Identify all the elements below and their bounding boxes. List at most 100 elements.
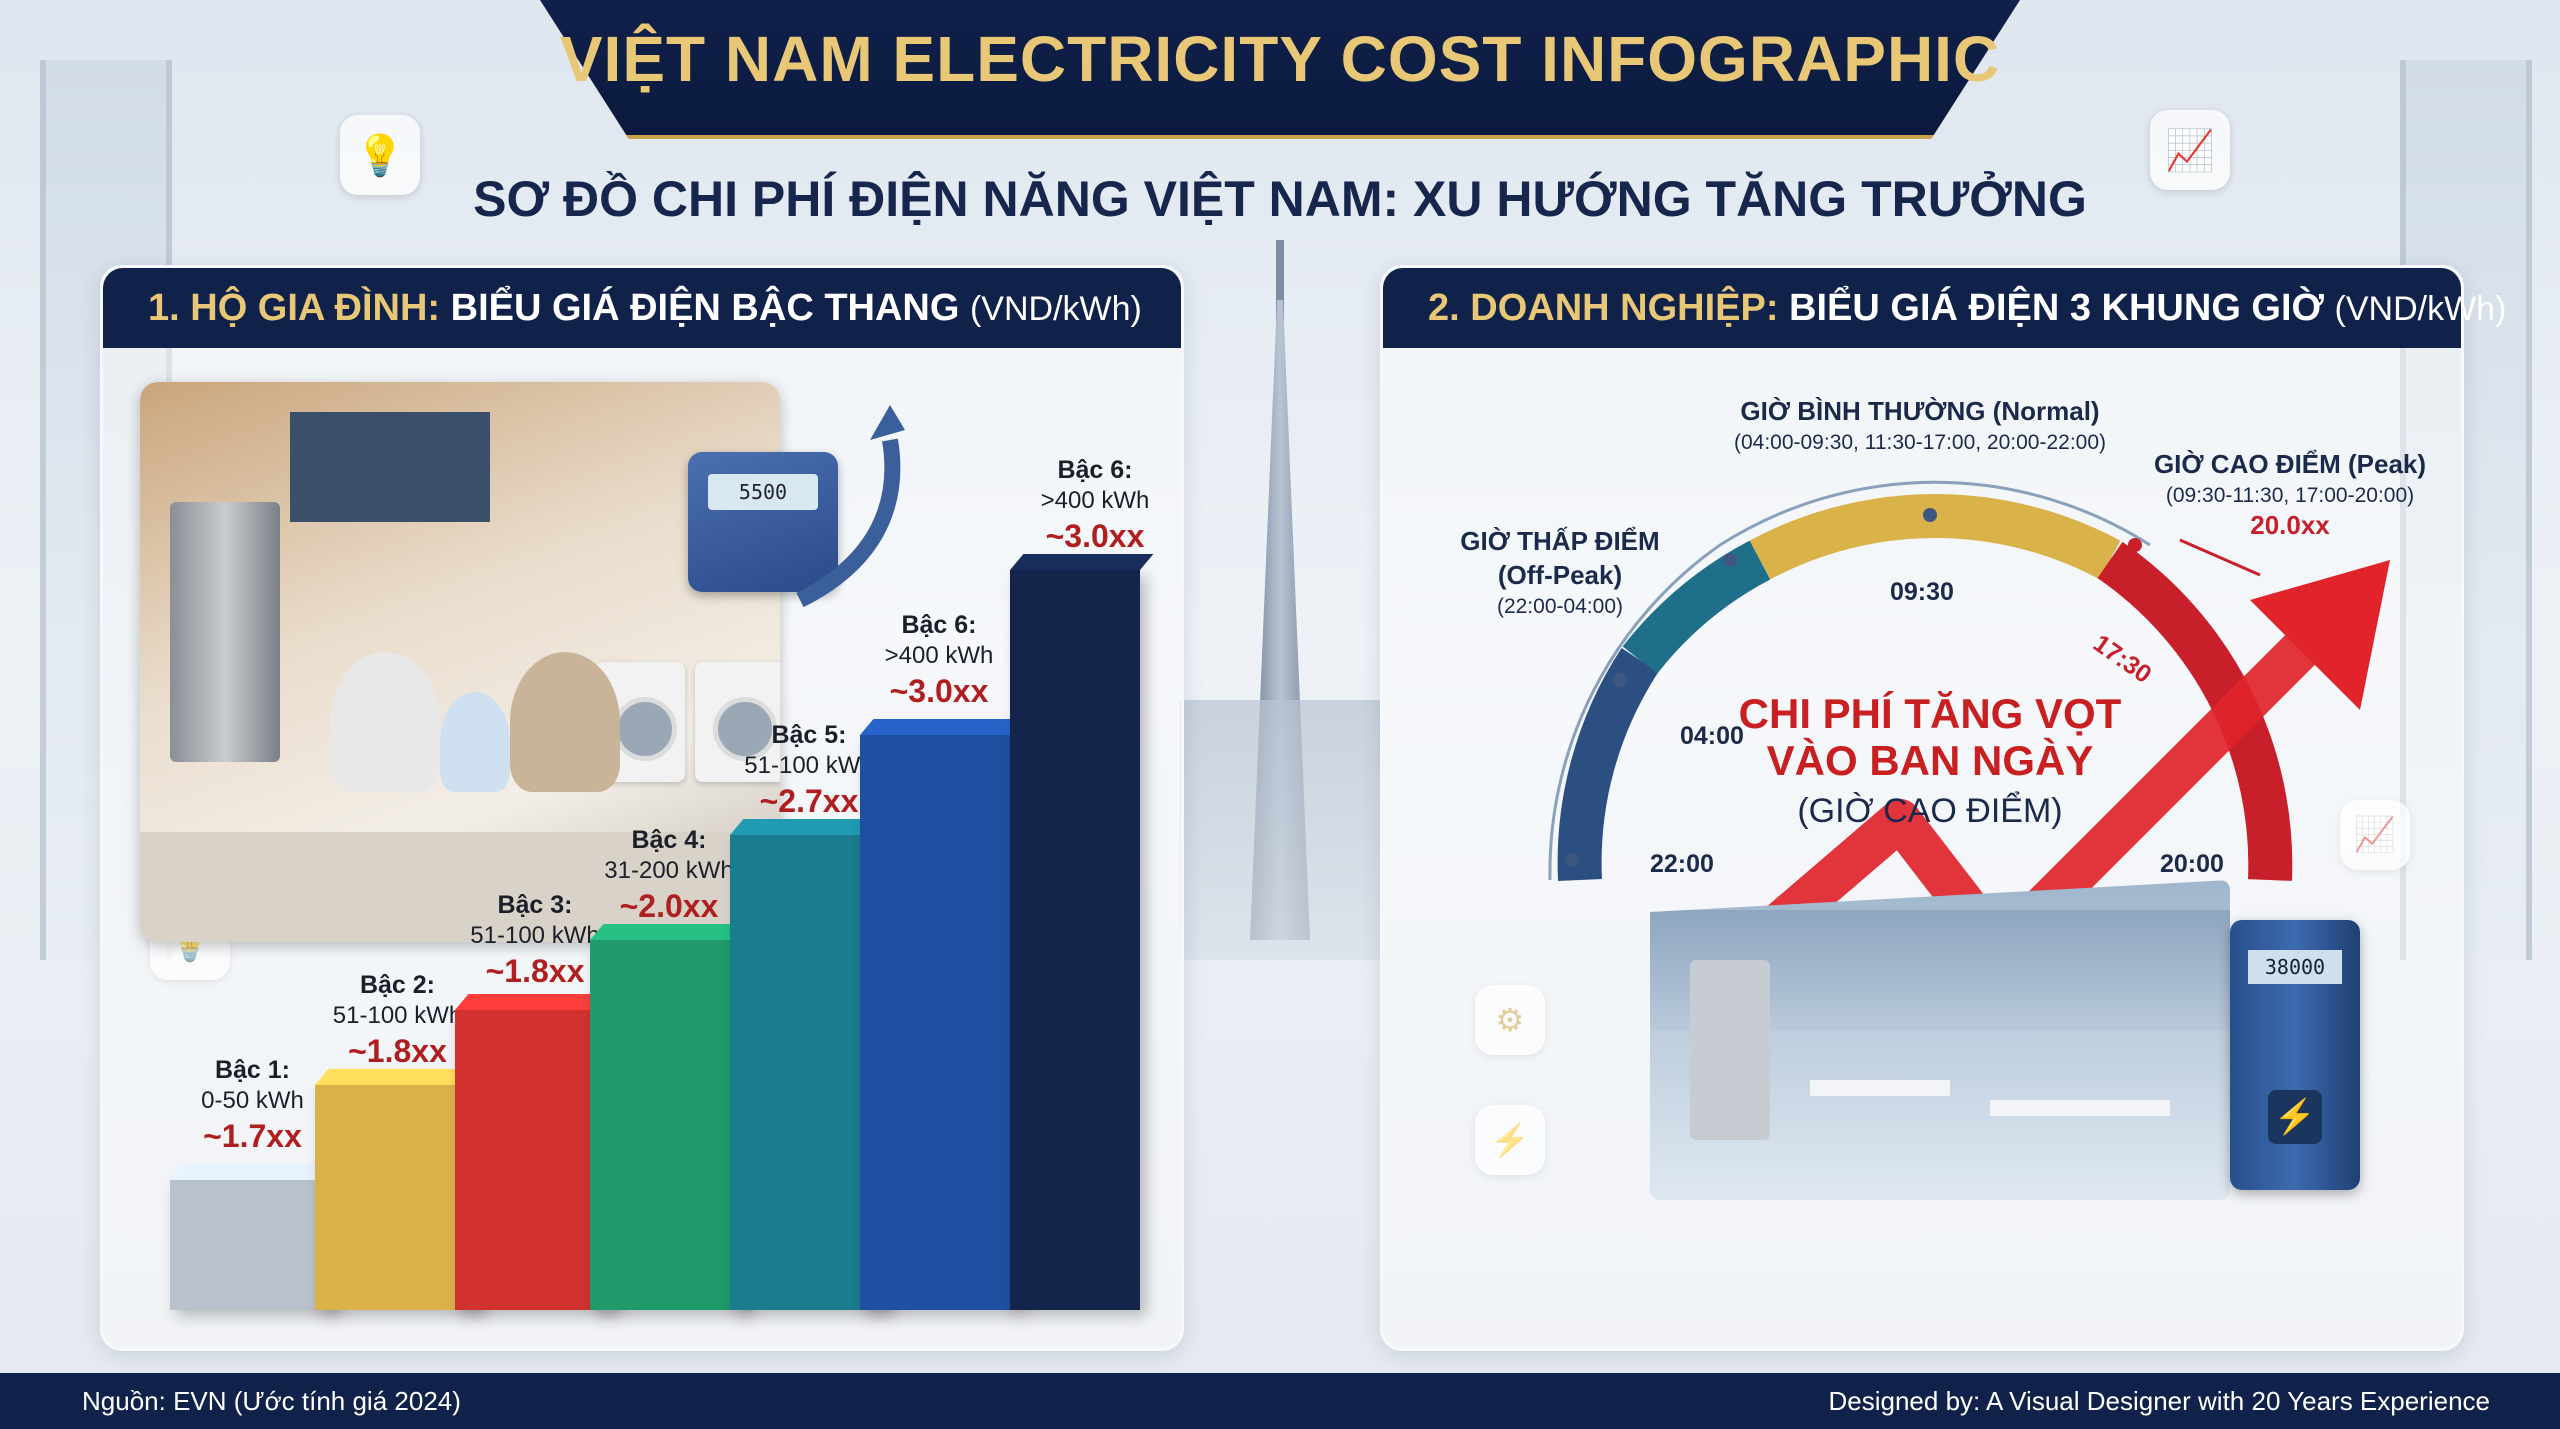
- peak-hours: (09:30-11:30, 17:00-20:00): [2165, 483, 2415, 507]
- household-head-unit: (VND/kWh): [969, 290, 1142, 328]
- tier-label: Bậc 4: 31-200 kWh ~2.0xx: [560, 825, 778, 926]
- kitchen-cabinet: [290, 412, 490, 522]
- tier-label: Bậc 6: >400 kWh ~3.0xx: [830, 610, 1048, 711]
- tier-price: ~3.0xx: [1045, 518, 1145, 555]
- tier-price: ~1.8xx: [485, 953, 585, 990]
- tier-bar: [315, 1069, 494, 1310]
- landmark-spire: [1276, 240, 1284, 320]
- tier-price: ~2.7xx: [759, 783, 859, 820]
- peak-price: 20.0xx: [2250, 510, 2330, 541]
- person-child: [440, 692, 510, 792]
- title-banner: [540, 0, 2020, 139]
- tier-label: Bậc 3: 51-100 kWh ~1.8xx: [425, 890, 645, 991]
- tier-tier: Bậc 6:: [901, 611, 977, 639]
- tier-label: Bậc 5: 51-100 kWh ~2.7xx: [700, 720, 918, 821]
- power-cabinet: 38000 ⚡: [2230, 920, 2360, 1190]
- headline-line2: VÀO BAN NGÀY: [1766, 737, 2094, 785]
- tier-tier: Bậc 6:: [1057, 456, 1133, 484]
- cost-surge-headline: CHI PHÍ TĂNG VỌT VÀO BAN NGÀY: [1730, 690, 2130, 784]
- tier-tier: Bậc 4:: [631, 826, 707, 854]
- gauge-dot: [1723, 553, 1737, 567]
- tier-range: 51-100 kWh: [744, 752, 874, 780]
- tier-bar: [860, 719, 1032, 1310]
- gauge-offpeak-upper: [1622, 540, 1771, 674]
- peak-title: GIỜ CAO ĐIỂM (Peak): [2153, 449, 2427, 479]
- family-photo: [140, 382, 780, 942]
- gear-icon: ⚙: [1475, 985, 1545, 1055]
- office-desk: [1810, 1080, 1950, 1096]
- gauge-outer-ring: [1548, 543, 1721, 881]
- page-title: VIỆT NAM ELECTRICITY COST INFOGRAPHIC: [559, 23, 2001, 95]
- headline-sub: (GIỜ CAO ĐIỂM): [1797, 792, 2063, 830]
- meter-arrow: [796, 438, 901, 608]
- tier-range: 51-100 kWh: [332, 1002, 463, 1030]
- tier-range: 51-100 kWh: [470, 922, 600, 950]
- tier-tier: Bậc 5:: [771, 721, 847, 749]
- tier-bar: [590, 924, 762, 1310]
- tier-bar: [1010, 554, 1154, 1310]
- offpeak-label: GIỜ THẤP ĐIỂM (Off-Peak) (22:00-04:00): [1430, 525, 1690, 620]
- tier-bar: [455, 994, 629, 1310]
- tier-bar: [170, 1164, 349, 1310]
- cabinet-reading: 38000: [2248, 950, 2342, 984]
- office-scene: [1650, 880, 2230, 1200]
- city-skyline: [1180, 700, 1380, 960]
- offpeak-subtitle: (Off-Peak): [1497, 559, 1623, 590]
- tick-2000: 20:00: [2160, 850, 2224, 878]
- background-window: [2400, 60, 2532, 960]
- tick-0930: 09:30: [1890, 578, 1954, 606]
- electric-meter: 5500: [688, 452, 838, 592]
- normal-title: GIỜ BÌNH THƯỜNG (Normal): [1740, 396, 2100, 426]
- page-subtitle: SƠ ĐỒ CHI PHÍ ĐIỆN NĂNG VIỆT NAM: XU HƯỚ…: [473, 171, 2087, 227]
- footer-source: Nguồn: EVN (Ước tính giá 2024): [82, 1386, 461, 1416]
- tier-price: ~1.8xx: [348, 1033, 447, 1070]
- washing-machine: [695, 662, 780, 782]
- headline-line1: CHI PHÍ TĂNG VỌT: [1738, 690, 2122, 737]
- tier-tier: Bậc 3:: [497, 891, 573, 919]
- tier-price: ~1.7xx: [203, 1118, 302, 1155]
- lightning-icon: ⚡: [1475, 1105, 1545, 1175]
- business-head-num: 2. DOANH NGHIỆP:: [1428, 287, 1779, 329]
- offpeak-title: GIỜ THẤP ĐIỂM: [1460, 526, 1660, 556]
- tier-label: Bậc 6: >400 kWh ~3.0xx: [1000, 455, 1190, 556]
- household-head-num: 1. HỘ GIA ĐÌNH:: [148, 287, 441, 329]
- chart-icon: 📈: [2340, 800, 2410, 870]
- business-head-unit: (VND/kWh): [2334, 290, 2507, 328]
- tier-range: >400 kWh: [1040, 487, 1150, 515]
- meter-arrow-head: [870, 405, 905, 440]
- business-head-title: BIỂU GIÁ ĐIỆN 3 KHUNG GIỜ: [1789, 287, 2324, 329]
- person-mother: [510, 652, 620, 792]
- meter-reading: 5500: [708, 474, 818, 510]
- business-panel-header: 2. DOANH NGHIỆP: BIỂU GIÁ ĐIỆN 3 KHUNG G…: [1383, 268, 2506, 348]
- floor: [140, 832, 780, 942]
- normal-label: GIỜ BÌNH THƯỜNG (Normal) (04:00-09:30, 1…: [1660, 395, 2180, 456]
- normal-hours: (04:00-09:30, 11:30-17:00, 20:00-22:00): [1733, 430, 2107, 454]
- tier-range: >400 kWh: [884, 642, 994, 670]
- peak-pointer: [2179, 538, 2261, 577]
- gauge-dot: [1923, 508, 1937, 522]
- tier-price: ~3.0xx: [889, 673, 989, 710]
- tier-tier: Bậc 1:: [214, 1056, 291, 1084]
- gauge-dot: [1565, 853, 1579, 867]
- tick-2200: 22:00: [1650, 850, 1714, 878]
- gauge-dot: [2128, 538, 2142, 552]
- tick-0400: 04:00: [1680, 722, 1744, 750]
- offpeak-hours: (22:00-04:00): [1496, 594, 1624, 618]
- footer: Nguồn: EVN (Ước tính giá 2024) Designed …: [0, 1373, 2560, 1429]
- gauge-normal: [1749, 494, 2121, 580]
- gauge-dot: [1613, 673, 1627, 687]
- office-desk: [1990, 1100, 2170, 1116]
- footer-credit: Designed by: A Visual Designer with 20 Y…: [1828, 1386, 2491, 1416]
- tier-label: Bậc 1: 0-50 kWh ~1.7xx: [140, 1055, 365, 1156]
- tier-range: 0-50 kWh: [201, 1087, 304, 1115]
- household-head-title: BIỂU GIÁ ĐIỆN BẬC THANG: [450, 287, 960, 329]
- tier-label: Bậc 2: 51-100 kWh ~1.8xx: [285, 970, 510, 1071]
- household-panel-header: 1. HỘ GIA ĐÌNH: BIỂU GIÁ ĐIỆN BẬC THANG …: [103, 268, 1181, 348]
- peak-label: GIỜ CAO ĐIỂM (Peak) (09:30-11:30, 17:00-…: [2130, 448, 2450, 543]
- fridge: [170, 502, 280, 762]
- lightning-icon: ⚡: [2268, 1090, 2322, 1144]
- tier-tier: Bậc 2:: [359, 971, 436, 999]
- gauge-offpeak-lower: [1557, 647, 1659, 882]
- gauge-outer-ring: [1719, 480, 2151, 547]
